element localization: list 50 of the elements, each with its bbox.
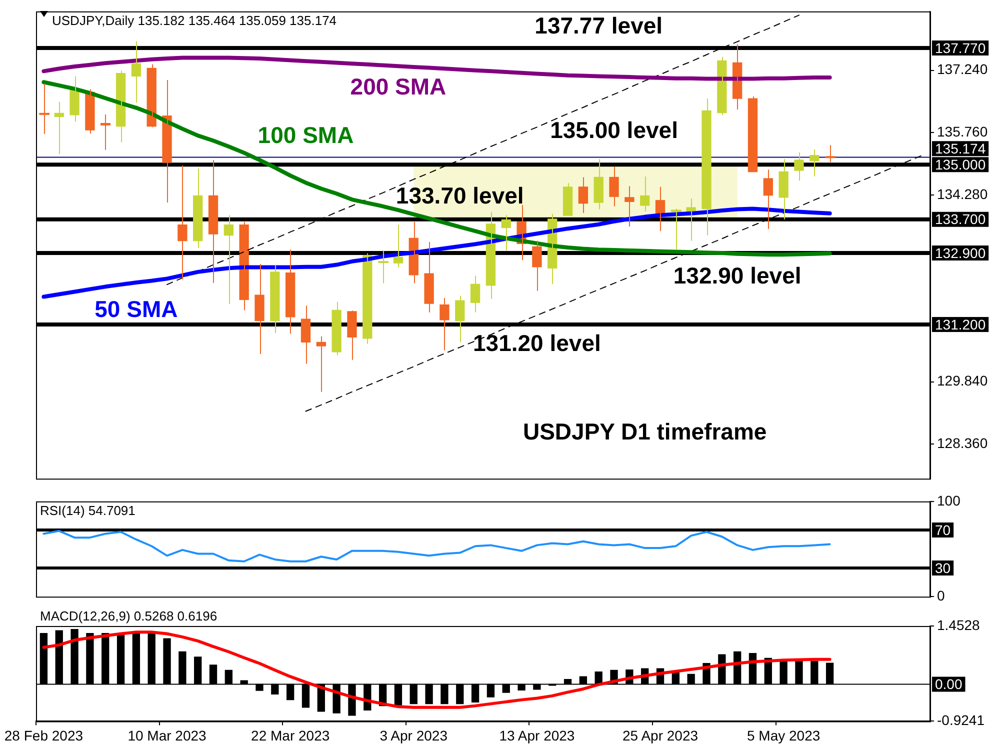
candlestick — [609, 166, 619, 207]
candlestick — [332, 301, 342, 356]
chart-title: RSI(14) 54.7091 — [40, 502, 136, 518]
x-tick-label: 5 May 2023 — [746, 727, 820, 744]
x-tick-label: 25 Apr 2023 — [622, 727, 698, 744]
y-tick-label: -0.9241 — [937, 712, 985, 728]
series-label: 100 SMA — [258, 122, 354, 148]
x-tick-label: 28 Feb 2023 — [4, 727, 84, 744]
series-label: 200 SMA — [350, 73, 446, 100]
candlestick — [702, 98, 712, 236]
candlestick — [424, 242, 434, 313]
y-tick-label: 134.280 — [937, 186, 988, 202]
x-tick-label: 13 Apr 2023 — [499, 727, 575, 744]
x-tick-label: 3 Apr 2023 — [380, 727, 448, 744]
ref-line-label: 70 — [935, 522, 951, 538]
y-tick-label: 137.240 — [937, 61, 988, 78]
ref-line-label: 30 — [935, 560, 951, 576]
y-tick-label: 1.4528 — [937, 616, 980, 633]
ref-line-label: 0.00 — [935, 676, 962, 692]
ref-line-label: 132.900 — [935, 244, 986, 261]
candlestick — [178, 164, 188, 280]
ref-line-label: 131.200 — [935, 316, 986, 332]
y-tick-label: 100 — [937, 492, 961, 508]
annotation: 135.00 level — [550, 116, 678, 143]
annotation: 132.90 level — [673, 262, 802, 288]
x-tick-label: 10 Mar 2023 — [128, 727, 207, 744]
annotation: 137.77 level — [534, 12, 663, 38]
x-tick-label: 22 Mar 2023 — [251, 727, 330, 744]
candlestick — [624, 186, 634, 227]
chart-title: USDJPY,Daily 135.182 135.464 135.059 135.174 — [52, 12, 337, 28]
series-label: 50 SMA — [94, 296, 178, 322]
candlestick — [254, 263, 264, 355]
annotation: USDJPY D1 timeframe — [522, 418, 767, 444]
ref-line-label: 135.000 — [935, 156, 986, 172]
candlestick — [794, 152, 804, 182]
candlestick — [347, 310, 357, 360]
annotation: 131.20 level — [472, 330, 601, 356]
y-tick-label: 129.840 — [937, 372, 988, 389]
candlestick — [440, 298, 450, 351]
y-tick-label: 0 — [937, 587, 945, 604]
candlestick — [70, 76, 80, 122]
candlestick — [778, 158, 788, 220]
y-tick-label: 128.360 — [937, 434, 988, 451]
ref-line-label: 137.770 — [935, 40, 986, 56]
ref-line-label: 135.174 — [935, 140, 986, 156]
ref-line-label: 133.700 — [935, 211, 986, 228]
chart-title: MACD(12,26,9) 0.5268 0.6196 — [40, 608, 218, 624]
annotation: 133.70 level — [396, 182, 524, 209]
y-tick-label: 135.760 — [937, 123, 988, 140]
candlestick — [532, 240, 542, 292]
